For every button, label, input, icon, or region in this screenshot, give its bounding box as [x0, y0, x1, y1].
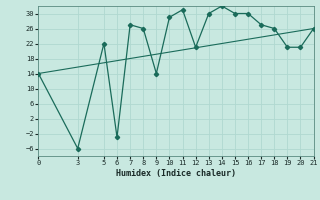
X-axis label: Humidex (Indice chaleur): Humidex (Indice chaleur)	[116, 169, 236, 178]
